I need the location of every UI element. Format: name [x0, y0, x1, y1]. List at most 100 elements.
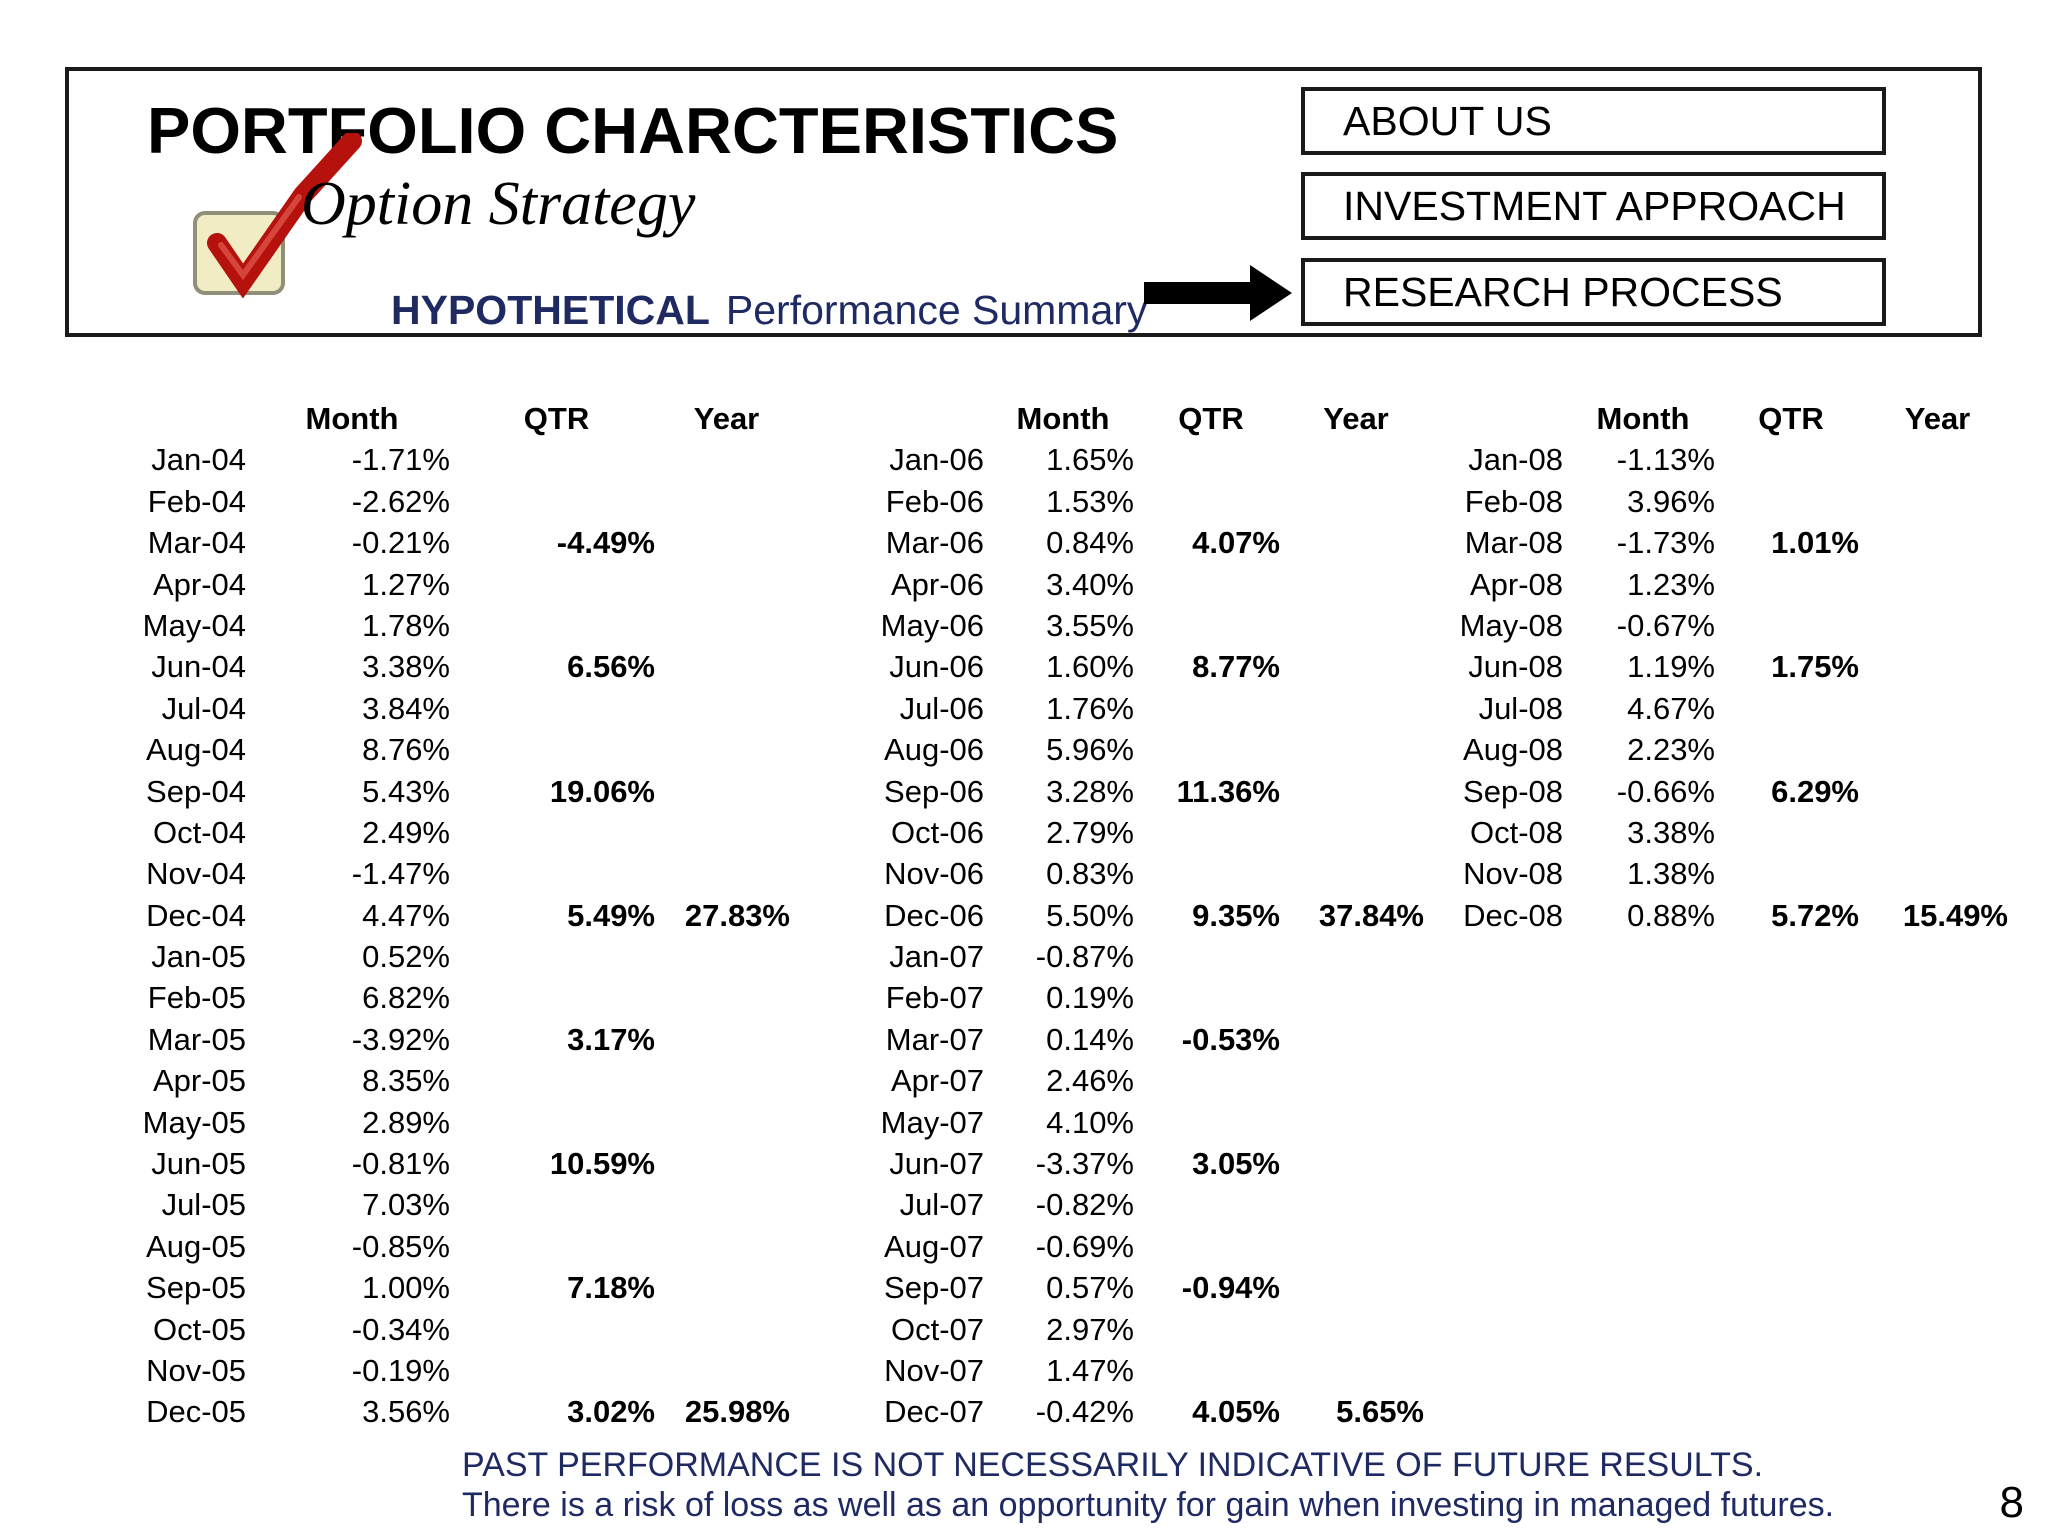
qtr-value: 5.72%	[1771, 897, 1859, 933]
qtr-value	[1138, 481, 1284, 522]
month-value: 8.35%	[362, 1063, 450, 1099]
month-value: -0.87%	[1035, 939, 1134, 975]
month-label: Aug-05	[146, 1228, 246, 1264]
qtr-value	[1719, 688, 1863, 729]
qtr-value	[454, 1102, 659, 1143]
month-value: 1.19%	[1627, 649, 1715, 685]
performance-table-group-2006-2007: Month QTR Year Jan-06 1.65% Feb-06 1.53% Mar-06…	[868, 398, 1428, 1433]
year-value	[1284, 646, 1428, 687]
qtr-value	[1719, 812, 1863, 853]
month-label: May-07	[880, 1104, 984, 1140]
year-value	[1863, 564, 2012, 605]
nav-button-about-us[interactable]: ABOUT US	[1301, 87, 1886, 155]
month-value: 1.23%	[1627, 566, 1715, 602]
month-label: Aug-06	[884, 732, 984, 768]
month-label: Oct-06	[890, 814, 984, 850]
page-number: 8	[1999, 1478, 2024, 1527]
year-value	[659, 1309, 794, 1350]
month-value: 0.52%	[362, 939, 450, 975]
month-value: -3.92%	[351, 1021, 450, 1057]
month-label: Dec-04	[146, 897, 246, 933]
month-value: -1.47%	[351, 856, 450, 892]
month-value: 5.50%	[1046, 897, 1134, 933]
year-value	[1284, 481, 1428, 522]
month-label: Dec-05	[146, 1394, 246, 1430]
column-header-spacer	[868, 398, 988, 439]
month-label: Sep-08	[1463, 773, 1563, 809]
month-label: Oct-08	[1469, 814, 1563, 850]
column-header-qtr: QTR	[1178, 401, 1244, 436]
month-label: Apr-05	[152, 1063, 246, 1099]
year-value	[659, 688, 794, 729]
qtr-value: -0.94%	[1181, 1270, 1280, 1306]
qtr-value	[1138, 1350, 1284, 1391]
year-value	[1284, 1060, 1428, 1101]
qtr-value: 5.49%	[567, 897, 655, 933]
month-label: Jul-07	[899, 1187, 984, 1223]
qtr-value	[454, 605, 659, 646]
qtr-value	[454, 853, 659, 894]
month-label: Dec-06	[884, 897, 984, 933]
month-value: 1.38%	[1627, 856, 1715, 892]
year-value	[659, 977, 794, 1018]
month-value: 5.96%	[1046, 732, 1134, 768]
month-label: Feb-07	[885, 980, 984, 1016]
month-value: 3.38%	[362, 649, 450, 685]
month-value: -1.13%	[1616, 442, 1715, 478]
year-value	[1863, 688, 2012, 729]
month-value: 4.10%	[1046, 1104, 1134, 1140]
month-value: 3.40%	[1046, 566, 1134, 602]
year-value	[1863, 729, 2012, 770]
performance-table-group-2008: Month QTR Year Jan-08 -1.13% Feb-08 3.96% Mar-0…	[1452, 398, 2012, 936]
qtr-value	[1719, 605, 1863, 646]
column-header-spacer	[88, 398, 250, 439]
year-value	[1863, 439, 2012, 480]
month-label: Jun-08	[1468, 649, 1563, 685]
month-value: 4.67%	[1627, 690, 1715, 726]
qtr-value	[1138, 605, 1284, 646]
month-value: -0.69%	[1035, 1228, 1134, 1264]
qtr-value	[1138, 853, 1284, 894]
month-label: Jul-05	[161, 1187, 246, 1223]
year-value	[1284, 729, 1428, 770]
month-value: 3.55%	[1046, 607, 1134, 643]
qtr-value: 3.05%	[1192, 1146, 1280, 1182]
month-label: Nov-04	[146, 856, 246, 892]
nav-button-research-process[interactable]: RESEARCH PROCESS	[1301, 258, 1886, 326]
qtr-value	[1138, 1309, 1284, 1350]
year-value	[659, 439, 794, 480]
month-label: Oct-07	[890, 1311, 984, 1347]
month-label: Nov-08	[1463, 856, 1563, 892]
month-value: 1.60%	[1046, 649, 1134, 685]
year-value	[1284, 936, 1428, 977]
year-value	[1863, 812, 2012, 853]
qtr-value	[1719, 481, 1863, 522]
nav-button-investment-approach[interactable]: INVESTMENT APPROACH	[1301, 172, 1886, 240]
year-value	[659, 605, 794, 646]
year-value	[659, 1226, 794, 1267]
year-value	[1863, 522, 2012, 563]
qtr-value	[1138, 812, 1284, 853]
month-value: 3.56%	[362, 1394, 450, 1430]
disclaimer-line-1: PAST PERFORMANCE IS NOT NECESSARILY INDI…	[462, 1446, 1764, 1484]
month-value: 2.46%	[1046, 1063, 1134, 1099]
year-value	[1284, 1226, 1428, 1267]
year-value: 25.98%	[684, 1394, 790, 1430]
month-label: Mar-04	[147, 525, 246, 561]
month-value: 1.76%	[1046, 690, 1134, 726]
qtr-value	[1138, 439, 1284, 480]
month-value: 1.47%	[1046, 1352, 1134, 1388]
month-value: 0.57%	[1046, 1270, 1134, 1306]
year-value	[659, 1060, 794, 1101]
qtr-value: 6.56%	[567, 649, 655, 685]
disclaimer-line-2: There is a risk of loss as well as an op…	[462, 1486, 1835, 1524]
month-label: Feb-05	[147, 980, 246, 1016]
year-value	[659, 1102, 794, 1143]
month-label: Apr-04	[152, 566, 246, 602]
month-value: 1.78%	[362, 607, 450, 643]
month-value: 4.47%	[362, 897, 450, 933]
year-value	[659, 1143, 794, 1184]
column-header-month: Month	[1016, 401, 1110, 436]
month-label: Aug-08	[1463, 732, 1563, 768]
month-value: -3.37%	[1035, 1146, 1134, 1182]
